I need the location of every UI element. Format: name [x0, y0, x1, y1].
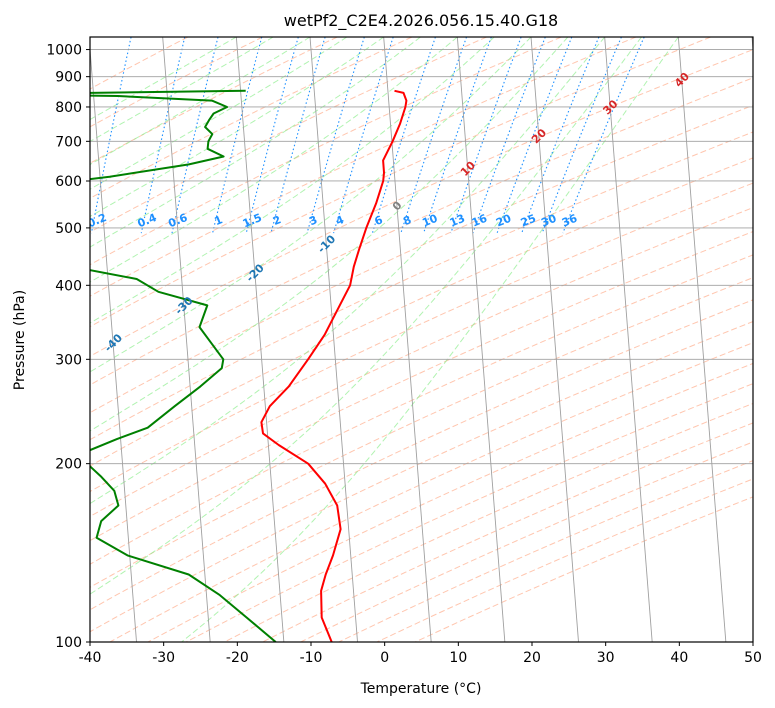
- y-tick-label: 900: [55, 70, 82, 86]
- mixing-ratio-line: [171, 37, 219, 234]
- dry-adiabat-line: [90, 37, 637, 297]
- pressure-gridlines: [90, 49, 753, 642]
- mixing-ratio-line: [245, 37, 299, 234]
- y-tick-label: 700: [55, 134, 82, 150]
- moist-adiabat-line: [90, 37, 384, 218]
- x-tick-label: -30: [152, 650, 175, 666]
- isotherm-line: [235, 37, 285, 642]
- y-tick-label: 1000: [46, 43, 82, 59]
- temperature-profile-line: [260, 89, 408, 642]
- isotherm-line: [162, 37, 211, 642]
- dry-adiabat-line: [90, 49, 753, 357]
- mixing-ratio-label: 13: [448, 212, 467, 230]
- mixing-ratio-label: 3: [307, 213, 319, 228]
- moist-adiabat-line: [181, 37, 679, 642]
- dry-adiabat-line: [90, 207, 753, 517]
- mixing-ratio-label: 30: [539, 212, 558, 230]
- mixing-ratio-label: 20: [494, 212, 513, 230]
- isotherm-line: [90, 43, 137, 642]
- isotherm-line: [677, 37, 727, 642]
- x-tick-label: 10: [449, 650, 467, 666]
- y-axis-ticks: 100 200 300 400 500 600 700 800 900 1000: [46, 43, 90, 651]
- mixing-ratio-line: [212, 37, 263, 234]
- mixing-ratio-line: [450, 37, 522, 234]
- isotherm-line: [604, 37, 653, 642]
- moist-adiabat-line: [90, 37, 458, 283]
- isotherm-line: [309, 37, 358, 642]
- x-tick-label: 20: [523, 650, 541, 666]
- x-tick-label: 30: [597, 650, 615, 666]
- dry-adiabat-line: [90, 182, 753, 493]
- isotherms: [90, 37, 753, 642]
- mixing-ratio-line: [90, 37, 132, 234]
- mixing-ratio-label: 8: [401, 213, 413, 228]
- x-axis-ticks: -40 -30 -20 -10 0 10 20 30 40 50: [79, 642, 762, 666]
- mixing-ratio-label: 10: [420, 212, 439, 230]
- dry-adiabat-line: [185, 383, 753, 642]
- y-tick-label: 400: [55, 278, 82, 294]
- mixing-ratio-label: 16: [470, 212, 489, 230]
- sounding-series: [90, 89, 408, 642]
- dry-adiabat-line: [147, 362, 753, 642]
- mixing-ratio-line: [562, 37, 645, 234]
- moist-adiabat-line: [90, 37, 237, 121]
- y-axis-label: Pressure (hPa): [12, 290, 28, 390]
- dry-adiabat-line: [90, 77, 753, 386]
- moist-adiabat-line: [90, 37, 642, 595]
- plot-frame: [89, 36, 754, 643]
- mixing-ratio-label: 25: [519, 212, 538, 230]
- mixing-ratio-lines: [90, 37, 645, 234]
- mixing-ratio-line: [306, 37, 365, 234]
- x-axis-label: Temperature (°C): [360, 681, 482, 697]
- moist-adiabats: [90, 37, 679, 642]
- isotherm-line: [383, 37, 432, 642]
- y-tick-label: 200: [55, 457, 82, 473]
- plot-area: -100-90-80-70-60-50-40-30-20-10010203040…: [90, 37, 753, 642]
- dry-adiabats: [90, 37, 753, 642]
- mixing-ratio-label: 1: [213, 213, 225, 228]
- mixing-ratio-line: [400, 37, 468, 234]
- y-tick-label: 800: [55, 100, 82, 116]
- x-tick-label: -10: [300, 650, 323, 666]
- x-tick-label: 0: [380, 650, 389, 666]
- moist-adiabat-line: [90, 37, 274, 142]
- isotherm-line: [530, 37, 579, 642]
- y-tick-label: 300: [55, 352, 82, 368]
- dry-adiabat-line: [90, 321, 753, 633]
- mixing-ratio-label: 2: [271, 213, 283, 228]
- x-tick-label: -20: [226, 650, 249, 666]
- dry-adiabat-line: [90, 37, 711, 328]
- mixing-ratio-line: [270, 37, 326, 234]
- x-tick-label: 40: [670, 650, 688, 666]
- y-tick-label: 100: [55, 635, 82, 651]
- moist-adiabat-line: [90, 37, 421, 248]
- dry-adiabat-line: [90, 157, 753, 467]
- dry-adiabat-line: [90, 37, 487, 233]
- moist-adiabat-line: [90, 37, 606, 505]
- dewpoint-profile-line: [90, 89, 277, 642]
- mixing-ratio-line: [472, 37, 546, 234]
- x-tick-label: 50: [744, 650, 762, 666]
- y-tick-label: 600: [55, 174, 82, 190]
- mixing-ratio-line: [140, 37, 186, 234]
- dry-adiabat-line: [90, 231, 753, 542]
- moist-adiabat-line: [90, 37, 495, 324]
- y-tick-label: 500: [55, 221, 82, 237]
- dry-adiabat-line: [90, 277, 753, 588]
- isotherm-line: [456, 37, 506, 642]
- mixing-ratio-label: 36: [560, 212, 579, 230]
- mixing-ratio-line: [423, 37, 492, 234]
- moist-adiabat-line: [90, 37, 569, 432]
- x-tick-label: -40: [79, 650, 102, 666]
- dry-adiabat-line: [90, 37, 263, 128]
- dry-adiabat-line: [90, 131, 753, 441]
- mixing-ratio-line: [371, 37, 436, 234]
- moist-adiabat-line: [90, 37, 532, 373]
- chart-title: wetPf2_C2E4.2026.056.15.40.G18: [284, 11, 558, 31]
